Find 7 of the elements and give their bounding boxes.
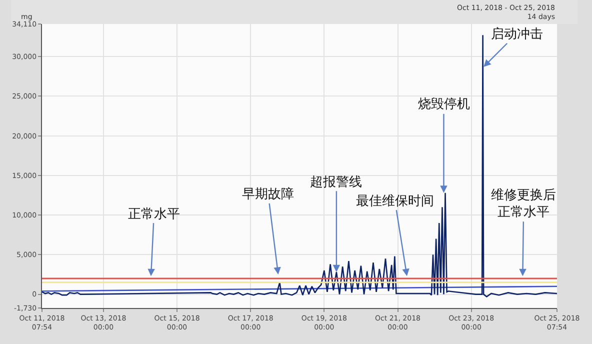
annotation: 早期故障 xyxy=(242,187,294,202)
annotation: 最佳维保时间 xyxy=(356,194,434,209)
annotation: 启动冲击 xyxy=(491,26,543,42)
annotation: 烧毁停机 xyxy=(418,97,470,112)
annotation: 维修更换后正常水平 xyxy=(491,188,556,220)
annotation: 正常水平 xyxy=(128,207,180,222)
annotation: 超报警线 xyxy=(310,175,362,190)
